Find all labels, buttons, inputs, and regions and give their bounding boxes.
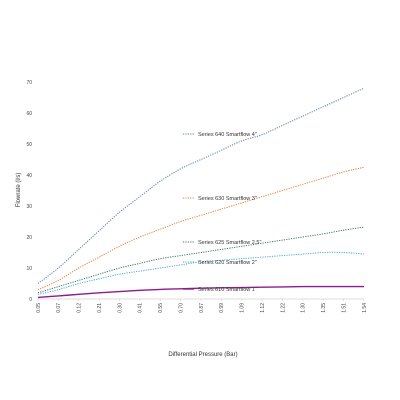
x-tick-label: 0.55 [158, 303, 164, 313]
x-tick-label: 1.22 [280, 303, 286, 313]
x-tick-label: 0.30 [117, 303, 123, 313]
x-tick-label: 1.09 [240, 303, 246, 313]
y-tick-label: 70 [26, 80, 32, 86]
legend-label-1: Series 630 Smartflow 3" [198, 196, 257, 202]
series-line-3 [37, 251, 365, 295]
x-tick-label: 1.51 [341, 303, 347, 313]
x-tick-label: 0.41 [138, 303, 144, 313]
y-tick-label: 50 [26, 142, 32, 148]
y-axis-group: Flowrate (l/s) 0 10 20 30 40 50 60 70 [16, 80, 32, 303]
x-tick-label: 1.54 [362, 303, 368, 313]
y-tick-labels: 0 10 20 30 40 50 60 70 [26, 80, 32, 303]
x-axis-group: 0.05 0.07 0.12 0.21 0.30 0.41 0.55 0.70 0.87 0.99… [36, 298, 368, 358]
y-axis-title: Flowrate (l/s) [16, 173, 22, 208]
y-tick-label: 20 [26, 235, 32, 241]
x-tick-label: 0.70 [178, 303, 184, 313]
series-line-2 [37, 226, 365, 294]
y-tick-label: 30 [26, 204, 32, 210]
x-axis-title: Differential Pressure (Bar) [168, 352, 237, 358]
legend-label-0: Series 640 Smartflow 4" [198, 132, 257, 138]
legend-label-4: Series 610 Smartflow 1" [198, 287, 257, 293]
x-tick-label: 0.12 [77, 303, 83, 313]
legend-label-2: Series 625 Smartflow 2.5" [198, 240, 261, 246]
y-tick-label: 10 [26, 266, 32, 272]
y-tick-label: 40 [26, 173, 32, 179]
x-tick-label: 0.21 [97, 303, 103, 313]
series-line-1 [37, 166, 365, 291]
x-tick-labels: 0.05 0.07 0.12 0.21 0.30 0.41 0.55 0.70 0.87 0.99… [36, 299, 368, 313]
x-tick-label: 0.05 [36, 303, 42, 313]
x-tick-label: 1.35 [321, 303, 327, 313]
series-line-4 [37, 285, 364, 299]
series-lines [37, 87, 365, 299]
x-tick-label: 0.07 [56, 303, 62, 313]
x-tick-label: 0.99 [219, 303, 225, 313]
y-tick-label: 60 [26, 111, 32, 117]
x-tick-label: 0.87 [199, 303, 205, 313]
y-tick-label: 0 [29, 297, 32, 303]
x-tick-label: 1.12 [260, 303, 266, 313]
x-tick-label: 1.30 [301, 303, 307, 313]
legend-label-3: Series 620 Smartflow 2" [198, 260, 257, 266]
series-line-0 [37, 87, 365, 284]
legend: Series 640 Smartflow 4" Series 630 Smartf… [183, 132, 261, 293]
